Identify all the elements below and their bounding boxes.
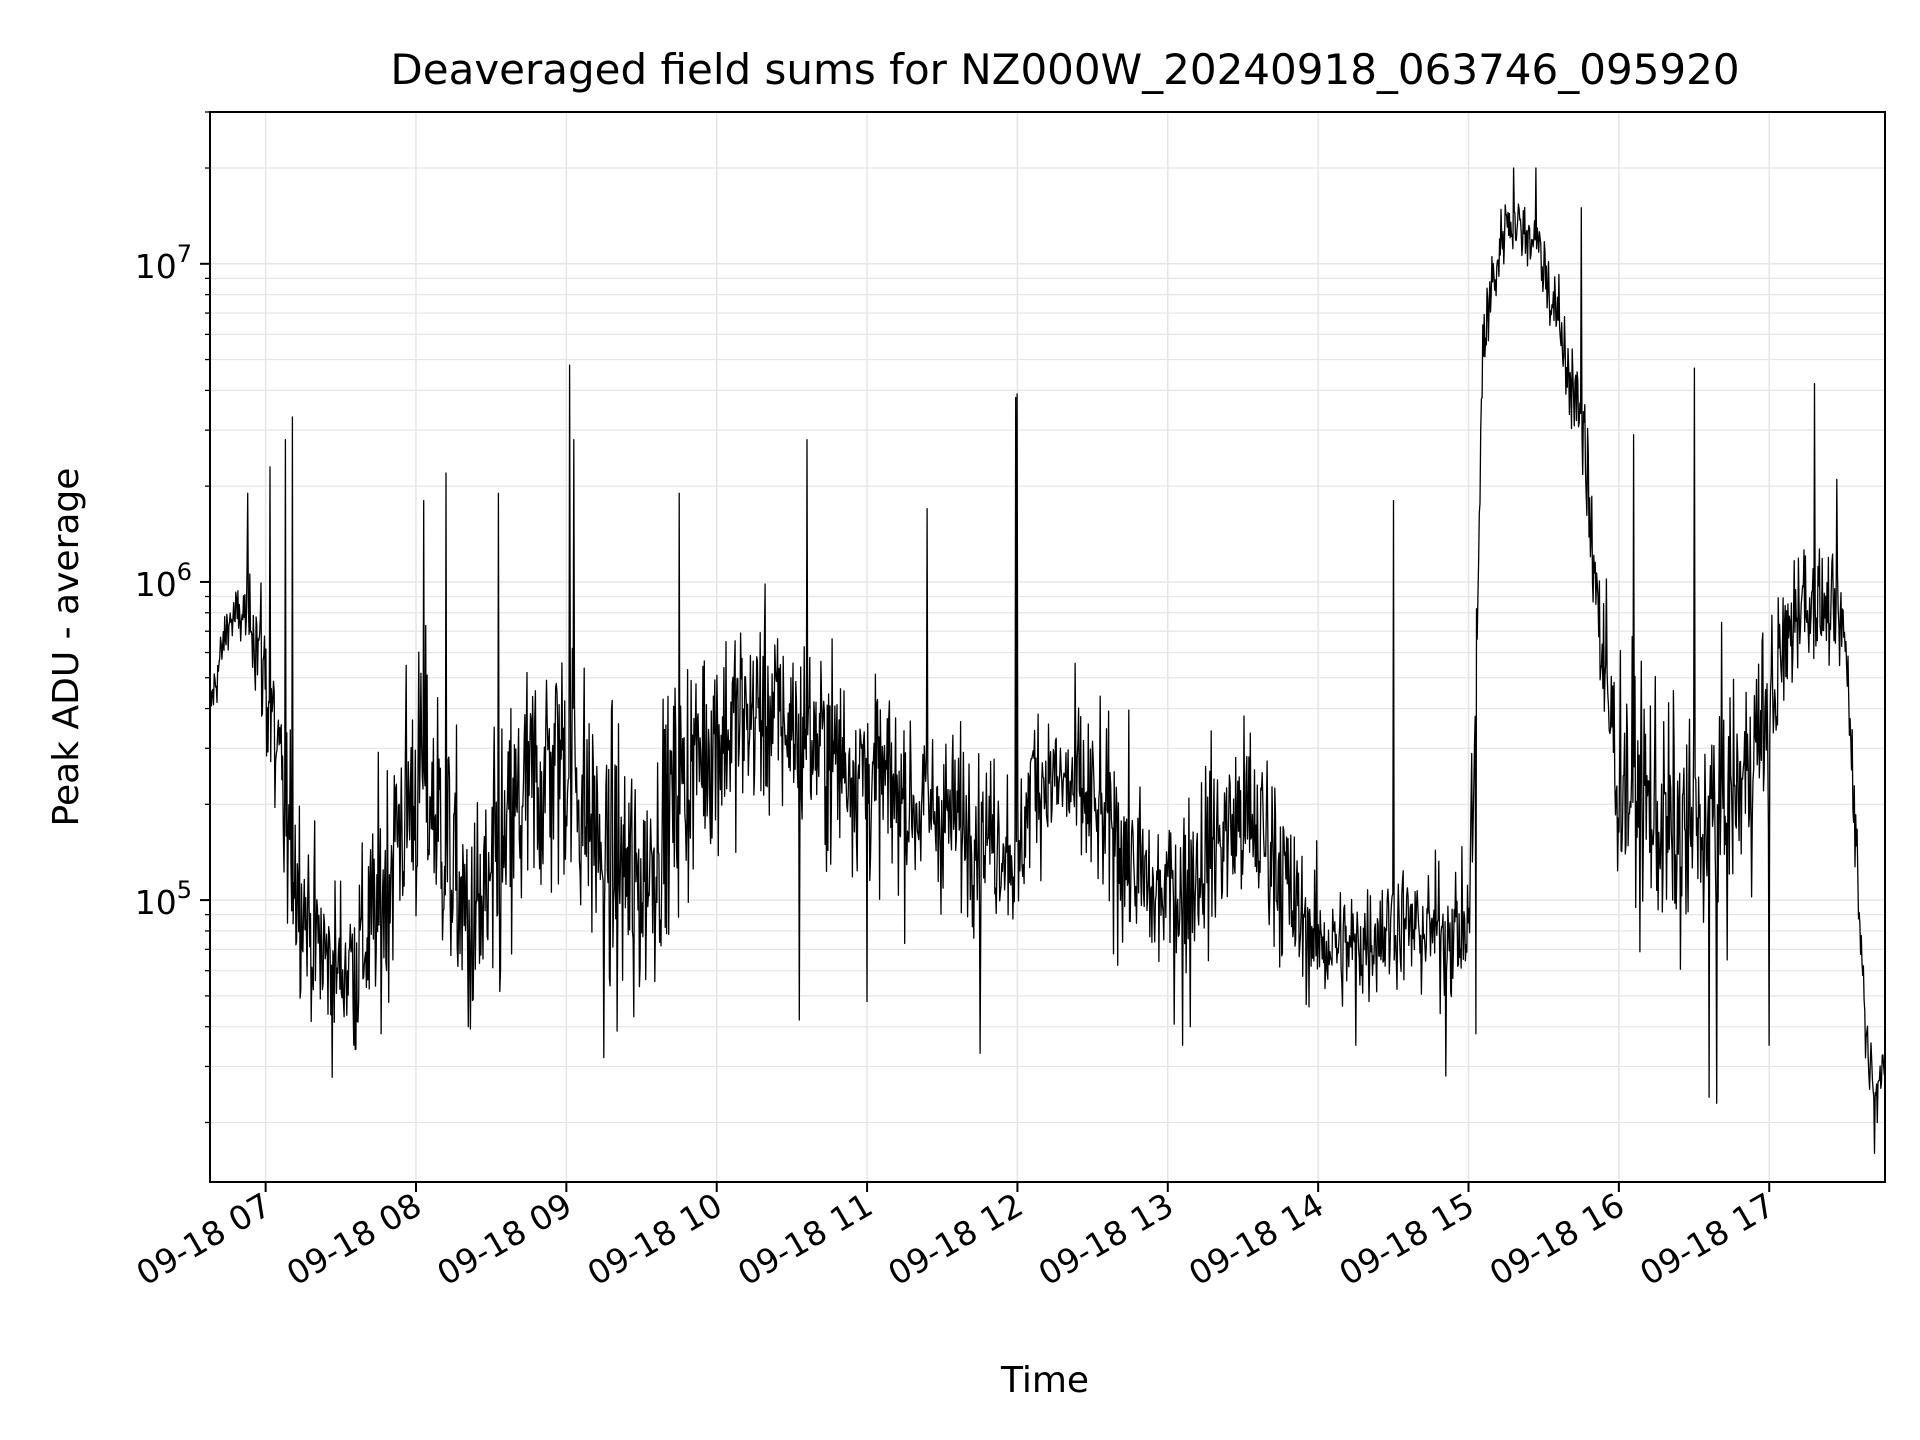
y-tick-label: 106 <box>135 558 192 604</box>
y-tick-label: 107 <box>135 240 192 286</box>
x-axis-label: Time <box>1000 1360 1089 1401</box>
series-line <box>209 167 1886 1154</box>
y-tick-label: 105 <box>135 876 192 922</box>
y-axis-label: Peak ADU - average <box>46 468 87 827</box>
plot-frame <box>209 111 1886 1183</box>
chart-title: Deaveraged field sums for NZ000W_2024091… <box>390 45 1739 94</box>
data-layer <box>209 167 1886 1154</box>
y-axis-ticks: 105 106 107 <box>135 111 210 1124</box>
